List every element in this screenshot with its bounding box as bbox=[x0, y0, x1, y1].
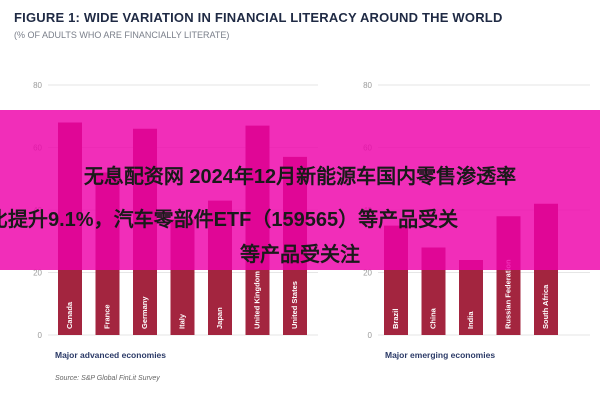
headline-line-2: 比提升9.1%，汽车零部件ETF（159565）等产品受关 bbox=[0, 209, 459, 231]
category-label: Germany bbox=[140, 296, 149, 329]
figure-subtitle: (% OF ADULTS WHO ARE FINANCIALLY LITERAT… bbox=[14, 30, 230, 40]
headline-line-1: 无息配资网 2024年12月新能源车国内零售渗透率 bbox=[83, 166, 517, 188]
category-label: Italy bbox=[177, 313, 186, 329]
headline-line-3: 等产品受关注 bbox=[240, 244, 360, 266]
y-tick-label: 20 bbox=[33, 269, 42, 278]
category-label: United States bbox=[290, 281, 299, 329]
source-note: Source: S&P Global FinLit Survey bbox=[55, 375, 160, 382]
category-label: Russian Federation bbox=[503, 259, 512, 329]
category-label: India bbox=[466, 311, 475, 329]
category-label: China bbox=[428, 307, 437, 329]
figure-title: FIGURE 1: WIDE VARIATION IN FINANCIAL LI… bbox=[14, 10, 503, 25]
emerging-group-label: Major emerging economies bbox=[385, 350, 496, 360]
y-tick-label: 0 bbox=[38, 331, 43, 340]
headline-banner bbox=[0, 110, 600, 270]
category-label: Japan bbox=[215, 307, 224, 329]
advanced-group-label: Major advanced economies bbox=[55, 350, 167, 360]
y-tick-label: 0 bbox=[368, 331, 373, 340]
category-label: United Kingdom bbox=[252, 271, 261, 329]
category-label: France bbox=[102, 304, 111, 329]
y-tick-label: 80 bbox=[33, 81, 42, 90]
y-tick-label: 20 bbox=[363, 269, 372, 278]
category-label: Canada bbox=[65, 301, 74, 329]
category-label: South Africa bbox=[541, 284, 550, 329]
category-label: Brazil bbox=[391, 309, 400, 329]
bar bbox=[459, 260, 483, 335]
y-tick-label: 80 bbox=[363, 81, 372, 90]
